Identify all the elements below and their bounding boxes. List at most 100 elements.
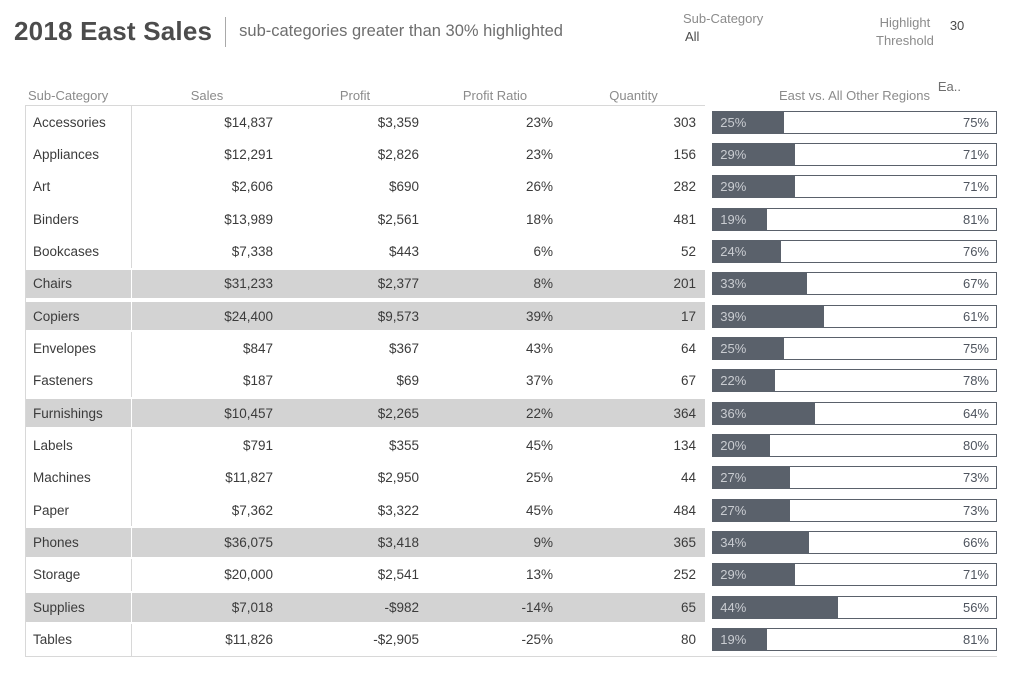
cell-quantity[interactable]: 52 xyxy=(680,244,696,260)
cell-sales[interactable]: $11,826 xyxy=(225,632,273,648)
east-bar-segment[interactable]: 25% xyxy=(713,111,784,133)
cell-sub-category[interactable]: Chairs xyxy=(26,269,132,299)
table-row[interactable]: Binders $13,989 $2,561 18% 481 19% 81% xyxy=(26,203,997,236)
cell-profit[interactable]: $3,418 xyxy=(377,535,419,551)
others-bar-segment[interactable]: 75% xyxy=(784,338,996,359)
cell-sales[interactable]: $2,606 xyxy=(231,179,273,195)
others-bar-segment[interactable]: 66% xyxy=(809,532,996,553)
cell-sub-category[interactable]: Fasteners xyxy=(26,364,132,398)
cell-profit-ratio[interactable]: 43% xyxy=(525,341,553,357)
param-threshold-value[interactable]: 30 xyxy=(949,18,965,33)
cell-profit[interactable]: $2,561 xyxy=(377,211,419,227)
cell-sales[interactable]: $36,075 xyxy=(224,535,273,551)
cell-sales[interactable]: $7,338 xyxy=(231,244,273,260)
others-bar-segment[interactable]: 81% xyxy=(767,209,996,230)
cell-profit-ratio[interactable]: 45% xyxy=(525,502,553,518)
cell-quantity[interactable]: 303 xyxy=(673,114,696,130)
cell-quantity[interactable]: 156 xyxy=(673,147,696,163)
east-bar-segment[interactable]: 36% xyxy=(713,402,816,424)
cell-quantity[interactable]: 67 xyxy=(680,373,696,389)
cell-profit-ratio[interactable]: 8% xyxy=(533,276,553,292)
others-bar-segment[interactable]: 80% xyxy=(770,435,996,456)
east-bar-segment[interactable]: 39% xyxy=(713,305,824,327)
cell-sub-category[interactable]: Storage xyxy=(26,558,132,592)
others-bar-segment[interactable]: 71% xyxy=(795,144,996,165)
cell-sub-category[interactable]: Accessories xyxy=(26,106,132,139)
cell-profit-ratio[interactable]: 22% xyxy=(525,405,553,421)
cell-sub-category[interactable]: Bookcases xyxy=(26,235,132,268)
cell-profit-ratio[interactable]: -14% xyxy=(521,599,553,615)
cell-sales[interactable]: $31,233 xyxy=(224,276,273,292)
column-header-profit[interactable]: Profit xyxy=(339,87,371,103)
cell-quantity[interactable]: 201 xyxy=(673,276,696,292)
cell-profit-ratio[interactable]: 39% xyxy=(525,308,553,324)
table-row[interactable]: Machines $11,827 $2,950 25% 44 27% 73% xyxy=(26,461,997,495)
column-header-sub-category[interactable]: Sub-Category xyxy=(28,87,109,103)
cell-sales[interactable]: $7,018 xyxy=(231,599,273,615)
table-row[interactable]: Fasteners $187 $69 37% 67 22% 78% xyxy=(26,364,997,398)
table-row[interactable]: Envelopes $847 $367 43% 64 25% 75% xyxy=(26,332,997,365)
cell-profit-ratio[interactable]: 18% xyxy=(525,211,553,227)
cell-sales[interactable]: $11,827 xyxy=(225,470,273,486)
east-bar-segment[interactable]: 24% xyxy=(713,241,782,263)
table-row[interactable]: Chairs $31,233 $2,377 8% 201 33% 67% xyxy=(26,267,997,301)
cell-sub-category[interactable]: Supplies xyxy=(26,593,132,622)
cell-profit[interactable]: $9,573 xyxy=(377,308,419,324)
others-bar-segment[interactable]: 71% xyxy=(795,176,996,197)
cell-profit-ratio[interactable]: 45% xyxy=(525,438,553,454)
column-header-east-vs-others[interactable]: East vs. All Other Regions xyxy=(778,88,930,103)
table-row[interactable]: Labels $791 $355 45% 134 20% 80% xyxy=(26,429,997,462)
others-bar-segment[interactable]: 73% xyxy=(790,500,996,521)
east-bar-segment[interactable]: 29% xyxy=(713,564,796,586)
cell-profit-ratio[interactable]: 6% xyxy=(533,244,553,260)
east-bar-segment[interactable]: 19% xyxy=(713,208,767,230)
table-row[interactable]: Storage $20,000 $2,541 13% 252 29% 71% xyxy=(26,558,997,592)
cell-quantity[interactable]: 484 xyxy=(673,502,696,518)
table-row[interactable]: Phones $36,075 $3,418 9% 365 34% 66% xyxy=(26,526,997,559)
others-bar-segment[interactable]: 67% xyxy=(807,273,996,294)
cell-profit-ratio[interactable]: 23% xyxy=(525,114,553,130)
east-bar-segment[interactable]: 20% xyxy=(713,435,770,457)
others-bar-segment[interactable]: 78% xyxy=(775,370,996,391)
cell-sales[interactable]: $12,291 xyxy=(224,147,273,163)
east-bar-segment[interactable]: 19% xyxy=(713,629,767,651)
cell-sub-category[interactable]: Envelopes xyxy=(26,332,132,365)
cell-sub-category[interactable]: Paper xyxy=(26,494,132,527)
cell-profit-ratio[interactable]: 26% xyxy=(525,179,553,195)
table-row[interactable]: Accessories $14,837 $3,359 23% 303 25% 7… xyxy=(26,106,997,139)
cell-sub-category[interactable]: Labels xyxy=(26,429,132,462)
table-row[interactable]: Furnishings $10,457 $2,265 22% 364 36% 6… xyxy=(26,397,997,430)
cell-quantity[interactable]: 80 xyxy=(680,632,696,648)
table-row[interactable]: Appliances $12,291 $2,826 23% 156 29% 71… xyxy=(26,138,997,171)
cell-sales[interactable]: $187 xyxy=(242,373,273,389)
cell-sales[interactable]: $24,400 xyxy=(224,308,273,324)
table-row[interactable]: Bookcases $7,338 $443 6% 52 24% 76% xyxy=(26,235,997,268)
others-bar-segment[interactable]: 73% xyxy=(790,467,996,488)
cell-profit[interactable]: $2,950 xyxy=(377,470,419,486)
others-bar-segment[interactable]: 56% xyxy=(838,597,996,618)
cell-sub-category[interactable]: Copiers xyxy=(26,302,132,331)
east-bar-segment[interactable]: 25% xyxy=(713,338,784,360)
cell-quantity[interactable]: 365 xyxy=(673,535,696,551)
east-bar-segment[interactable]: 44% xyxy=(713,596,838,618)
cell-profit-ratio[interactable]: 25% xyxy=(525,470,553,486)
cell-profit[interactable]: $3,359 xyxy=(377,114,419,130)
cell-sales[interactable]: $13,989 xyxy=(224,211,273,227)
table-row[interactable]: Copiers $24,400 $9,573 39% 17 39% 61% xyxy=(26,300,997,333)
others-bar-segment[interactable]: 81% xyxy=(767,629,996,650)
others-bar-segment[interactable]: 64% xyxy=(815,403,996,424)
cell-profit[interactable]: $690 xyxy=(388,179,419,195)
east-bar-segment[interactable]: 33% xyxy=(713,273,807,295)
cell-profit-ratio[interactable]: 13% xyxy=(525,567,553,583)
column-header-quantity[interactable]: Quantity xyxy=(609,87,658,103)
cell-profit[interactable]: $2,377 xyxy=(377,276,419,292)
cell-quantity[interactable]: 481 xyxy=(673,211,696,227)
east-bar-segment[interactable]: 27% xyxy=(713,499,790,521)
cell-quantity[interactable]: 64 xyxy=(680,341,696,357)
cell-profit-ratio[interactable]: 9% xyxy=(533,535,553,551)
column-header-sales[interactable]: Sales xyxy=(190,87,224,103)
cell-sub-category[interactable]: Furnishings xyxy=(26,399,132,428)
cell-sales[interactable]: $847 xyxy=(242,341,273,357)
cell-profit[interactable]: $367 xyxy=(388,341,419,357)
others-bar-segment[interactable]: 61% xyxy=(824,306,996,327)
